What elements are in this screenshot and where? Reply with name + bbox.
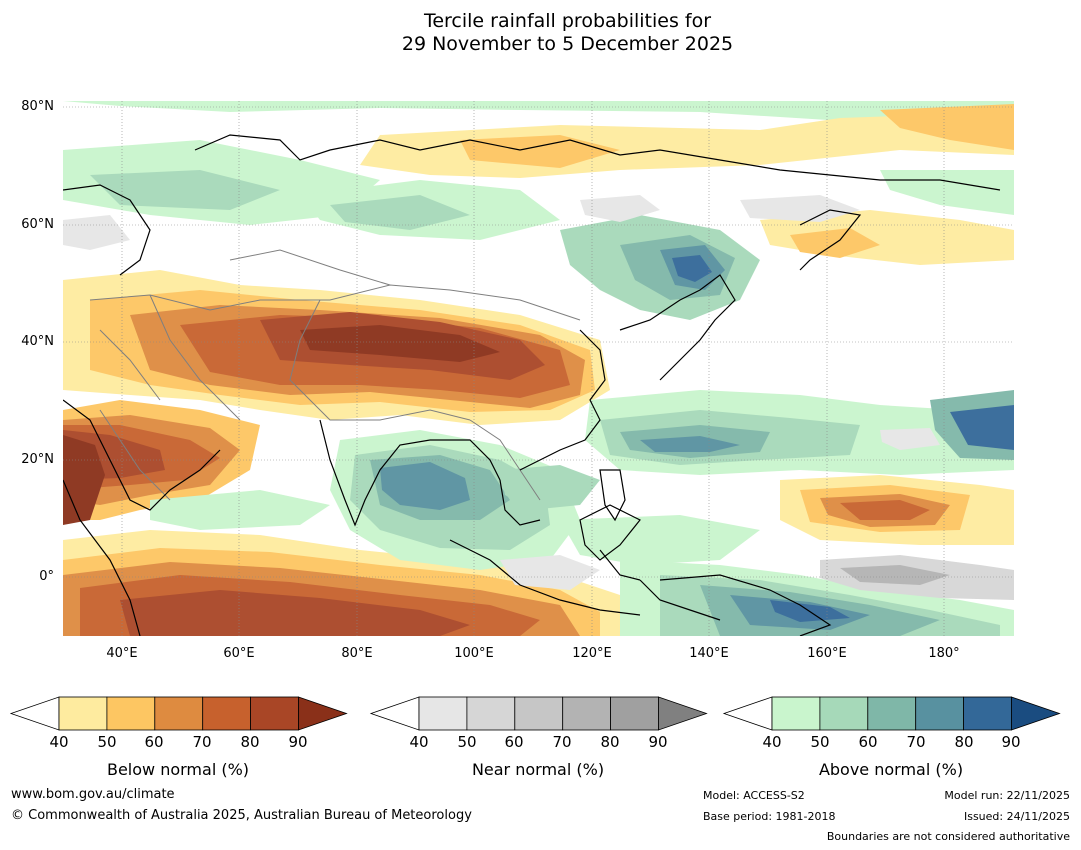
- lat-label-0: 0°: [39, 569, 54, 584]
- colorbar-segment: [963, 696, 1012, 731]
- lat-label-20n: 20°N: [21, 452, 54, 467]
- colorbar-extend-low: [369, 696, 420, 731]
- graticule: [63, 101, 1014, 636]
- lon-label-120e: 120°E: [572, 646, 612, 661]
- colorbar-segment: [562, 696, 612, 731]
- above-normal-colorbar: [722, 696, 1061, 731]
- coastlines: [63, 134, 1001, 636]
- colorbar-segment: [58, 696, 108, 731]
- colorbar-extend-high: [658, 696, 708, 731]
- lon-label-140e: 140°E: [689, 646, 729, 661]
- colorbar-segment: [819, 696, 869, 731]
- below-normal-label: Below normal (%): [106, 760, 250, 779]
- base-period-text: Base period: 1981-2018: [703, 810, 836, 823]
- website-text: www.bom.gov.au/climate: [11, 787, 175, 802]
- colorbar-segment: [610, 696, 659, 731]
- lon-label-40e: 40°E: [106, 646, 138, 661]
- lat-label-80n: 80°N: [21, 99, 54, 114]
- colorbar-segment: [771, 696, 821, 731]
- colorbar-segment: [867, 696, 917, 731]
- issued-text: Issued: 24/11/2025: [963, 810, 1070, 823]
- lat-label-40n: 40°N: [21, 334, 54, 349]
- below-tick-40: 40: [49, 733, 69, 751]
- colorbar-segment: [514, 696, 564, 731]
- near-tick-50: 50: [457, 733, 477, 751]
- probability-shading: [63, 101, 1014, 636]
- colorbar-segment: [915, 696, 965, 731]
- colorbar-extend-low: [9, 696, 60, 731]
- above-tick-70: 70: [906, 733, 926, 751]
- title-line-2: 29 November to 5 December 2025: [401, 33, 734, 55]
- above-normal-label: Above normal (%): [818, 760, 964, 779]
- colorbar-segment: [202, 696, 251, 731]
- lon-label-60e: 60°E: [223, 646, 255, 661]
- below-tick-80: 80: [240, 733, 260, 751]
- colorbar-segment: [418, 696, 468, 731]
- colorbar-segment: [106, 696, 156, 731]
- near-normal-label: Near normal (%): [471, 760, 605, 779]
- below-tick-50: 50: [97, 733, 117, 751]
- below-normal-colorbar: [9, 696, 348, 731]
- above-tick-80: 80: [954, 733, 974, 751]
- colorbar-extend-low: [722, 696, 773, 731]
- copyright-text: © Commonwealth of Australia 2025, Austra…: [11, 808, 472, 823]
- colorbar-segment: [466, 696, 516, 731]
- near-normal-colorbar: [369, 696, 708, 731]
- below-tick-90: 90: [288, 733, 308, 751]
- above-tick-90: 90: [1001, 733, 1021, 751]
- model-run-text: Model run: 22/11/2025: [944, 789, 1070, 802]
- above-tick-40: 40: [762, 733, 782, 751]
- model-text: Model: ACCESS-S2: [703, 789, 805, 802]
- lon-label-80e: 80°E: [341, 646, 373, 661]
- lon-label-100e: 100°E: [454, 646, 494, 661]
- colorbar-extend-high: [298, 696, 348, 731]
- lon-label-160e: 160°E: [807, 646, 847, 661]
- near-tick-40: 40: [409, 733, 429, 751]
- title-line-1: Tercile rainfall probabilities for: [423, 10, 712, 32]
- near-tick-90: 90: [648, 733, 668, 751]
- colorbar-segment: [154, 696, 204, 731]
- map-title: Tercile rainfall probabilities for 29 No…: [0, 10, 1081, 56]
- lon-label-180: 180°: [928, 646, 960, 661]
- colorbar-extend-high: [1011, 696, 1061, 731]
- near-tick-60: 60: [504, 733, 524, 751]
- below-tick-70: 70: [192, 733, 212, 751]
- country-borders: [89, 249, 581, 501]
- near-tick-80: 80: [600, 733, 620, 751]
- above-tick-60: 60: [858, 733, 878, 751]
- below-tick-60: 60: [144, 733, 164, 751]
- lat-label-60n: 60°N: [21, 217, 54, 232]
- colorbar-segment: [250, 696, 299, 731]
- near-tick-70: 70: [552, 733, 572, 751]
- disclaimer-text: Boundaries are not considered authoritat…: [826, 830, 1070, 843]
- above-tick-50: 50: [810, 733, 830, 751]
